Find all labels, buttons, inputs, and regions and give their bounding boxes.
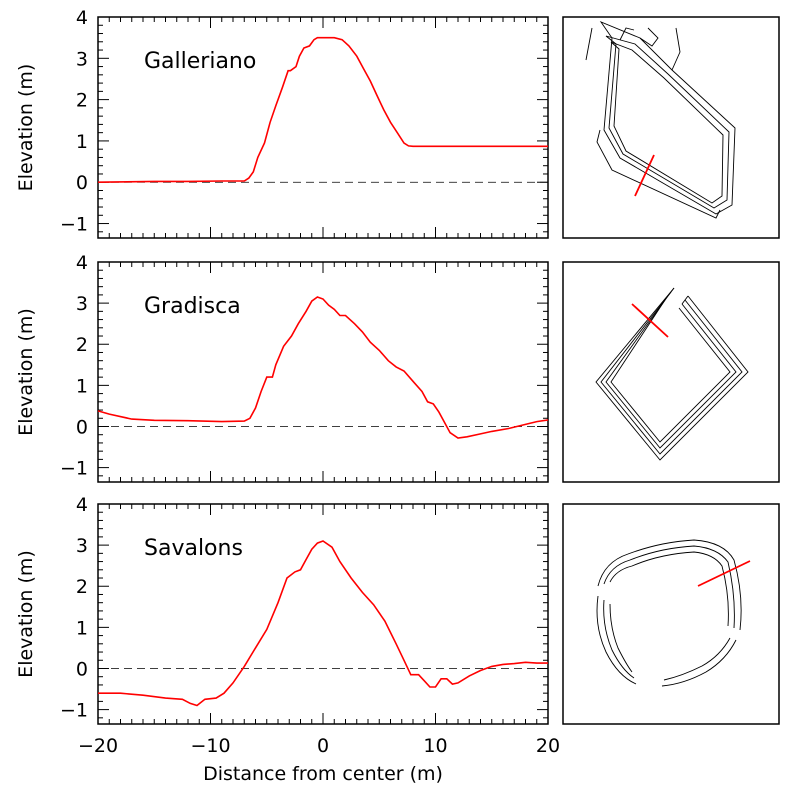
inset-galleriano [562, 16, 780, 239]
y-tick-label: 1 [76, 375, 88, 397]
y-tick-label: 2 [76, 90, 88, 112]
y-tick-label: 1 [76, 131, 88, 153]
x-axis-title: Distance from center (m) [203, 763, 443, 785]
y-axis-title: Elevation (m) [15, 308, 37, 436]
y-tick-label: 4 [76, 7, 88, 29]
y-tick-label: 0 [76, 172, 88, 194]
panel-title-gradisca: Gradisca [144, 294, 241, 319]
inset-savalons-contours [596, 539, 742, 687]
y-tick-label: 0 [76, 416, 88, 438]
axis-titles: Elevation (m) Elevation (m) Elevation (m) D… [15, 64, 443, 785]
y-tick-label: 2 [76, 334, 88, 356]
y-tick-label: 2 [76, 576, 88, 598]
series-line-galleriano [97, 36, 548, 183]
y-tick-label: 1 [76, 617, 88, 639]
y-tick-label: −1 [60, 214, 88, 236]
inset-gradisca [562, 261, 780, 483]
inset-galleriano-contours [585, 21, 736, 219]
y-axis-title: Elevation (m) [15, 64, 37, 192]
y-tick-label: 3 [76, 535, 88, 557]
y-tick-label: 3 [76, 293, 88, 315]
x-tick-label: 10 [423, 735, 447, 757]
y-tick-label: 0 [76, 658, 88, 680]
y-tick-label: 3 [76, 48, 88, 70]
x-tick-label: 20 [536, 735, 560, 757]
y-tick-label: −1 [60, 458, 88, 480]
inset-gradisca-contours [595, 287, 749, 461]
panel-title-galleriano: Galleriano [144, 49, 256, 74]
y-tick-label: 4 [76, 252, 88, 274]
inset-savalons-frame [562, 503, 780, 725]
inset-gradisca-frame [562, 261, 780, 483]
y-tick-label: 4 [76, 494, 88, 516]
panel-galleriano: −1 0 1 2 3 4 Galleriano [60, 7, 549, 239]
series-line-gradisca [97, 296, 549, 439]
inset-savalons-transect [697, 560, 751, 587]
panel-title-savalons: Savalons [144, 536, 243, 561]
inset-maps [562, 16, 780, 725]
series-line-savalons [98, 540, 548, 707]
x-tick-label: −20 [78, 735, 118, 757]
inset-galleriano-frame [562, 16, 780, 239]
panel-gradisca: −1 0 1 2 3 4 Gradisca [60, 252, 549, 483]
inset-savalons [562, 503, 780, 725]
inset-gradisca-transect [631, 303, 669, 338]
y-tick-label: −1 [60, 700, 88, 722]
y-axis-title: Elevation (m) [15, 550, 37, 678]
chart-panels: −101234Galleriano−101234Gradisca−101234−… [60, 7, 560, 757]
x-tick-label: −10 [190, 735, 230, 757]
x-tick-label: 0 [317, 735, 329, 757]
inset-galleriano-transect [634, 154, 655, 197]
